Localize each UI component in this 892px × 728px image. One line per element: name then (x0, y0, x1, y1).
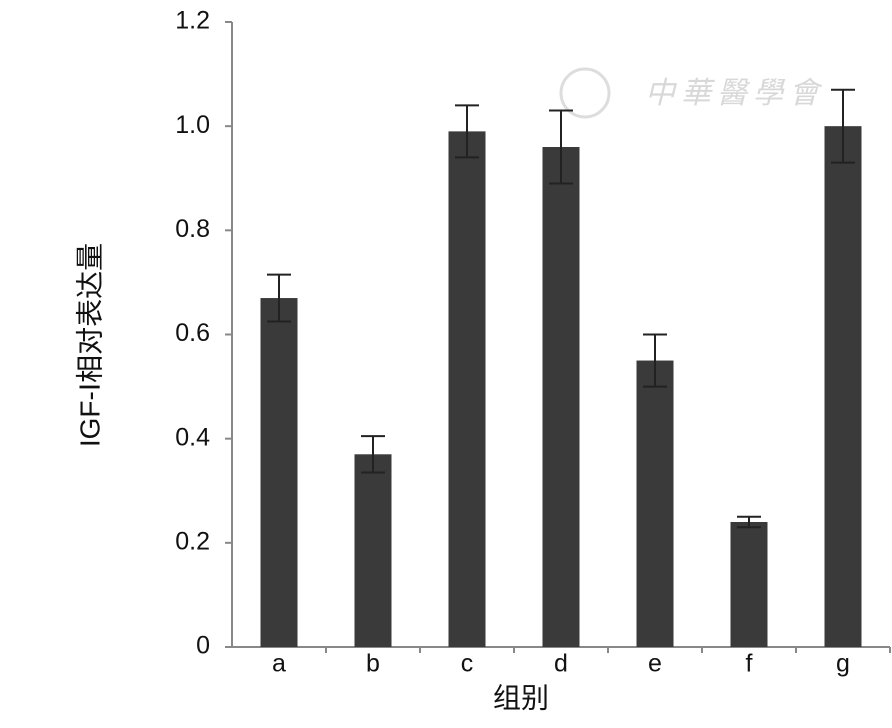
error-bar (361, 435, 385, 474)
y-tick-label: 0.8 (175, 215, 210, 243)
x-axis-label: 组别 (493, 682, 549, 713)
y-tick-label: 0.4 (175, 423, 210, 451)
error-bar (455, 104, 479, 159)
error-bar (267, 273, 291, 323)
y-tick-label: 0.6 (175, 319, 210, 347)
error-bar (737, 515, 761, 529)
bar (354, 454, 392, 647)
x-tick-label: c (461, 650, 474, 678)
bar (824, 126, 862, 647)
bar (636, 360, 674, 647)
x-tick-label: g (836, 650, 850, 678)
x-tick-label: e (648, 650, 662, 678)
watermark-logo (559, 67, 611, 119)
watermark: 中華醫學會 (645, 77, 825, 110)
y-axis-label: IGF-Ⅰ相对表达量 (74, 243, 105, 447)
bar (730, 522, 768, 647)
error-bar (549, 109, 573, 185)
error-bar (831, 88, 855, 164)
x-tick-label: f (746, 650, 753, 678)
y-tick-label: 1.2 (175, 7, 210, 35)
error-bar (643, 333, 667, 388)
x-tick-label: b (366, 650, 380, 678)
y-tick-label: 1.0 (175, 111, 210, 139)
x-tick-label: a (272, 650, 286, 678)
x-tick-label: d (554, 650, 568, 678)
y-tick-label: 0 (196, 632, 210, 660)
bar (448, 131, 486, 647)
bar (542, 147, 580, 647)
bar (260, 298, 298, 647)
y-tick-label: 0.2 (175, 527, 210, 555)
